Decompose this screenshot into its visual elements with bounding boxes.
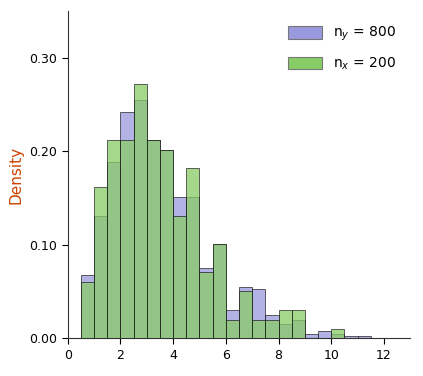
Bar <box>265 315 278 338</box>
Y-axis label: Density: Density <box>9 146 24 204</box>
Bar <box>160 150 173 338</box>
Bar <box>200 272 213 338</box>
Bar <box>226 320 239 338</box>
Bar <box>94 216 107 338</box>
Bar <box>186 168 200 338</box>
Bar <box>252 320 265 338</box>
Bar <box>81 282 94 338</box>
Bar <box>331 329 344 338</box>
Legend: n$_y$ = 800, n$_x$ = 200: n$_y$ = 800, n$_x$ = 200 <box>280 18 404 79</box>
Bar <box>357 336 371 338</box>
Bar <box>318 331 331 338</box>
Bar <box>252 289 265 338</box>
Bar <box>213 244 226 338</box>
Bar <box>239 287 252 338</box>
Bar <box>239 291 252 338</box>
Bar <box>134 83 147 338</box>
Bar <box>173 216 186 338</box>
Bar <box>121 112 134 338</box>
Bar <box>213 244 226 338</box>
Bar <box>121 140 134 338</box>
Bar <box>292 310 305 338</box>
Bar <box>134 100 147 338</box>
Bar <box>305 334 318 338</box>
Bar <box>147 140 160 338</box>
Bar <box>226 310 239 338</box>
Bar <box>173 197 186 338</box>
Bar <box>331 334 344 338</box>
Bar <box>147 140 160 338</box>
Bar <box>160 150 173 338</box>
Bar <box>292 320 305 338</box>
Bar <box>278 310 292 338</box>
Bar <box>265 320 278 338</box>
Bar <box>278 324 292 338</box>
Bar <box>107 162 121 338</box>
Bar <box>107 140 121 338</box>
Bar <box>200 268 213 338</box>
Bar <box>186 197 200 338</box>
Bar <box>94 187 107 338</box>
Bar <box>344 336 357 338</box>
Bar <box>81 275 94 338</box>
